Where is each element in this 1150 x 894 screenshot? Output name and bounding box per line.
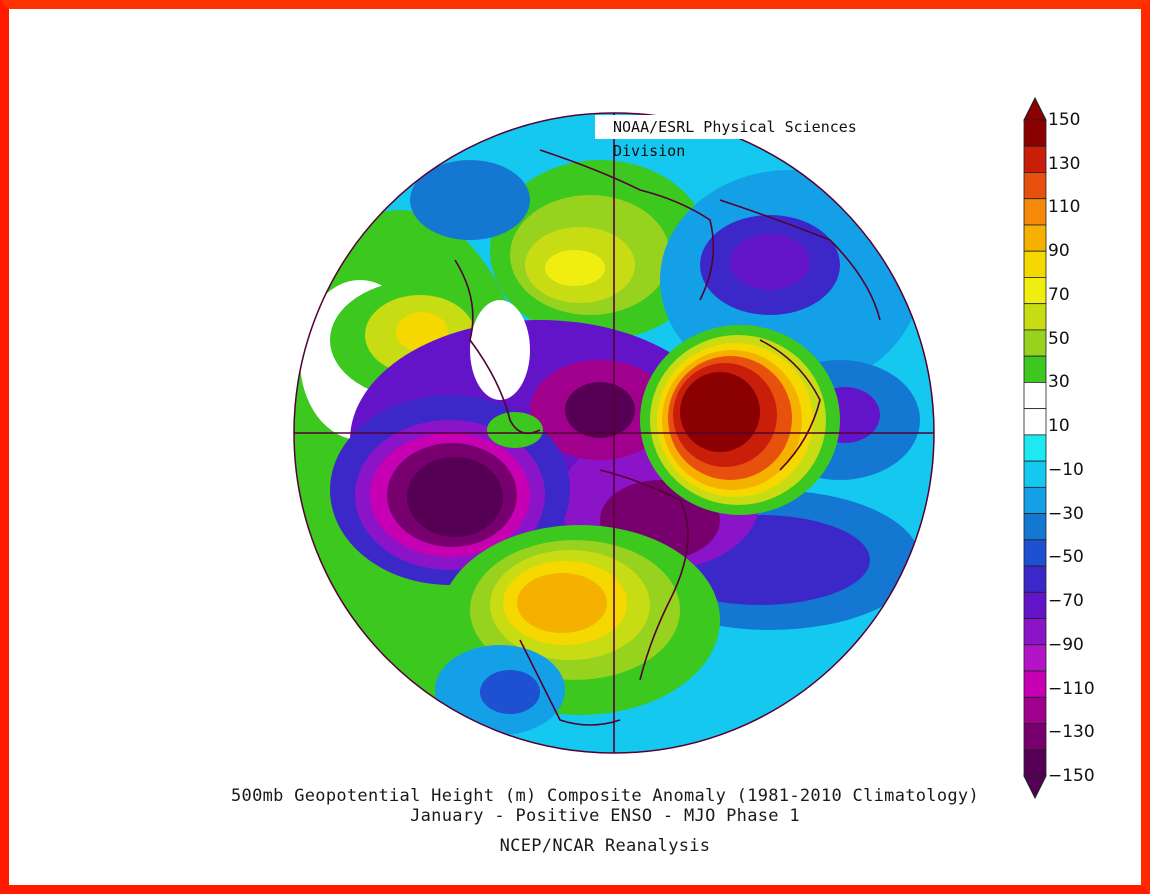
caption-title: 500mb Geopotential Height (m) Composite … (231, 786, 979, 806)
colorbar-swatch (1023, 408, 1047, 436)
colorbar-tick-label: −70 (1048, 591, 1084, 612)
colorbar-swatch (1023, 250, 1047, 278)
colorbar-bottom-arrow (1023, 775, 1047, 800)
colorbar-swatch (1023, 172, 1047, 200)
colorbar-swatch (1023, 670, 1047, 698)
colorbar-swatch (1023, 381, 1047, 410)
colorbar-swatch (1023, 565, 1047, 593)
colorbar-swatch (1023, 119, 1047, 147)
colorbar-swatch (1023, 303, 1047, 331)
credit-label: NOAA/ESRL Physical Sciences Division (595, 115, 930, 160)
colorbar-tick-label: 50 (1048, 328, 1070, 349)
colorbar-swatch (1023, 749, 1047, 777)
colorbar-top-arrow (1023, 96, 1047, 121)
colorbar-swatch (1023, 539, 1047, 567)
colorbar-swatch (1023, 460, 1047, 488)
colorbar-swatch (1023, 198, 1047, 226)
colorbar-tick-label: 150 (1048, 110, 1081, 130)
colorbar-tick-label: 90 (1048, 241, 1070, 262)
colorbar-tick-label: 130 (1048, 153, 1081, 174)
colorbar-swatch (1023, 434, 1047, 462)
colorbar-swatch (1023, 591, 1047, 619)
colorbar-tick-label: −110 (1048, 678, 1095, 699)
colorbar-swatch (1023, 329, 1047, 357)
colorbar-tick-label: −90 (1048, 634, 1084, 655)
colorbar (1023, 96, 1047, 800)
caption-source: NCEP/NCAR Reanalysis (499, 836, 711, 856)
colorbar-tick-label: −150 (1048, 766, 1095, 786)
colorbar-tick-label: 70 (1048, 284, 1070, 305)
colorbar-swatch (1023, 224, 1047, 252)
colorbar-swatch (1023, 618, 1047, 646)
colorbar-swatch (1023, 145, 1047, 173)
colorbar-tick-label: −30 (1048, 503, 1084, 524)
colorbar-swatch (1023, 696, 1047, 724)
colorbar-swatch (1023, 355, 1047, 383)
colorbar-swatch (1023, 644, 1047, 672)
colorbar-tick-label: 30 (1048, 372, 1070, 393)
coastlines (454, 149, 881, 726)
caption-subtitle: January - Positive ENSO - MJO Phase 1 (410, 806, 800, 826)
colorbar-swatch (1023, 486, 1047, 514)
colorbar-swatch (1023, 277, 1047, 305)
colorbar-swatch (1023, 513, 1047, 541)
colorbar-tick-label: −10 (1048, 459, 1084, 480)
colorbar-swatch (1023, 723, 1047, 751)
colorbar-tick-label: −50 (1048, 547, 1084, 568)
colorbar-tick-label: −130 (1048, 722, 1095, 743)
colorbar-tick-label: 10 (1048, 416, 1070, 437)
colorbar-tick-label: 110 (1048, 197, 1081, 218)
